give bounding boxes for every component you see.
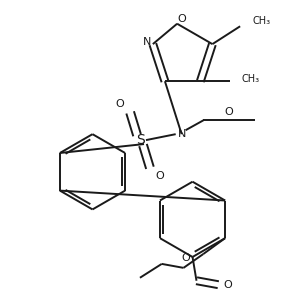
Text: CH₃: CH₃	[252, 16, 270, 26]
Text: CH₃: CH₃	[242, 74, 260, 84]
Text: O: O	[116, 99, 125, 109]
Text: N: N	[143, 37, 151, 47]
Text: O: O	[156, 171, 164, 181]
Text: O: O	[178, 14, 186, 24]
Text: S: S	[136, 133, 144, 147]
Text: O: O	[181, 253, 190, 263]
Text: O: O	[225, 108, 234, 117]
Text: N: N	[177, 129, 186, 139]
Text: O: O	[224, 280, 232, 290]
